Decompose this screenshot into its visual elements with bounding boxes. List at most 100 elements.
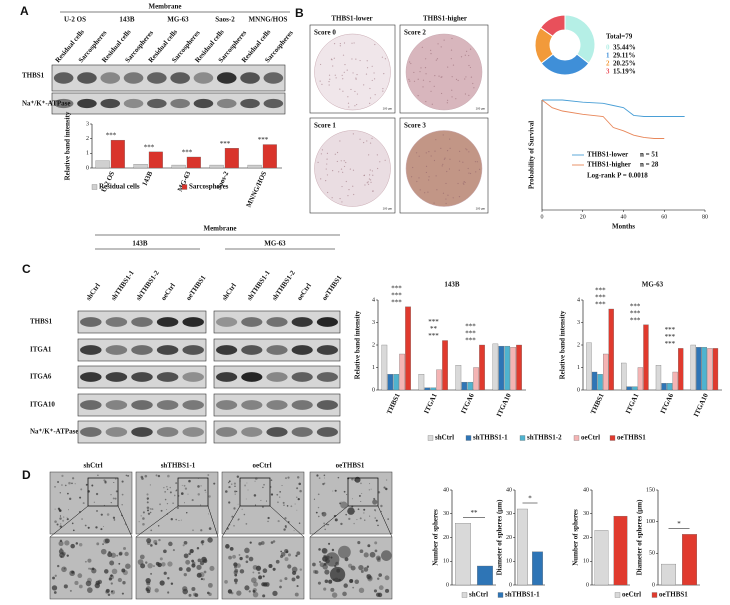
bar — [591, 371, 598, 391]
legend-n: n = 51 — [640, 151, 659, 159]
bar — [516, 344, 522, 391]
sphere — [70, 543, 75, 549]
sphere — [354, 479, 357, 482]
header: Membrane — [203, 225, 236, 233]
bar — [701, 347, 707, 391]
lane-label: shTHBS1-2 — [134, 269, 161, 302]
tma-speck — [433, 202, 435, 204]
tma-speck — [329, 78, 331, 80]
sphere — [283, 528, 286, 531]
sphere — [316, 474, 319, 477]
tma-speck — [422, 79, 425, 81]
sphere — [139, 554, 145, 560]
sphere — [296, 575, 300, 579]
sphere — [141, 477, 144, 480]
sphere — [298, 482, 301, 486]
tma-speck — [317, 161, 319, 163]
tma-speck — [440, 92, 443, 95]
sphere — [147, 562, 153, 569]
legend-value: 20.25% — [613, 60, 636, 68]
tma-speck — [440, 76, 442, 78]
survival-line — [541, 99, 665, 139]
survival-line — [542, 99, 685, 117]
y-tick-label: 40 — [583, 487, 589, 493]
sphere — [234, 485, 236, 487]
sphere — [68, 497, 72, 501]
sphere — [340, 522, 343, 526]
sphere — [117, 577, 123, 583]
sphere — [228, 501, 231, 504]
sphere — [268, 563, 273, 569]
sphere — [284, 517, 287, 520]
tma-speck — [458, 169, 460, 171]
tma-speck — [473, 87, 475, 89]
sphere — [267, 520, 269, 523]
sphere — [238, 554, 241, 556]
tma-speck — [425, 100, 427, 103]
significance: *** — [391, 291, 402, 299]
bar — [262, 144, 277, 169]
tma-speck — [416, 180, 418, 183]
sphere — [146, 497, 150, 500]
tma-speck — [449, 138, 451, 140]
tma-speck — [356, 73, 358, 76]
inset-link — [207, 505, 219, 538]
sphere — [167, 474, 170, 478]
tma-speck — [434, 75, 436, 77]
tma-speck — [366, 60, 368, 62]
tma-speck — [446, 99, 449, 101]
scale-label: 200 µm — [383, 107, 393, 111]
tma-speck — [371, 170, 373, 172]
sphere — [284, 549, 289, 554]
sphere — [191, 586, 196, 591]
tma-speck — [440, 46, 442, 48]
y-tick-label: 20 — [506, 535, 512, 541]
blot-band — [291, 372, 313, 382]
sphere — [113, 517, 115, 519]
tma-speck — [418, 155, 420, 157]
tma-speck — [327, 191, 329, 194]
y-tick-label: 0 — [577, 387, 580, 393]
tma-speck — [443, 158, 446, 160]
tma-speck — [425, 165, 428, 167]
significance: *** — [595, 287, 606, 295]
panel-label: A — [20, 4, 29, 18]
bar — [678, 348, 684, 391]
y-tick-label: 10 — [583, 559, 589, 565]
significance: ** — [471, 509, 479, 517]
sphere — [208, 495, 211, 498]
bar — [381, 344, 388, 391]
tma-speck — [421, 46, 423, 48]
significance: *** — [630, 302, 641, 310]
sphere — [64, 484, 67, 487]
tma-speck — [377, 167, 379, 170]
blot-band — [53, 72, 74, 84]
sphere — [239, 569, 245, 574]
tma-speck — [430, 155, 432, 157]
sphere — [377, 491, 381, 494]
sphere — [247, 489, 249, 491]
tma-speck — [320, 153, 322, 155]
sphere — [244, 547, 250, 554]
blot-band — [80, 317, 102, 327]
blot-band — [131, 372, 153, 382]
lane-label: shCtrl — [84, 282, 102, 302]
tma-speck — [425, 171, 427, 174]
sphere — [87, 526, 90, 529]
tma-speck — [422, 86, 424, 88]
sphere — [385, 487, 388, 491]
sphere — [284, 477, 287, 480]
sphere — [102, 525, 104, 527]
tma-speck — [366, 182, 368, 184]
sphere — [258, 575, 263, 580]
tma-speck — [458, 196, 461, 198]
tma-speck — [412, 166, 414, 169]
blot-band — [216, 72, 237, 84]
micrograph — [221, 471, 305, 535]
blot-band — [216, 372, 238, 382]
sphere — [367, 544, 371, 548]
lane-label: oeCtrl — [159, 282, 177, 302]
tma-speck — [319, 63, 322, 66]
tma-speck — [359, 138, 361, 140]
